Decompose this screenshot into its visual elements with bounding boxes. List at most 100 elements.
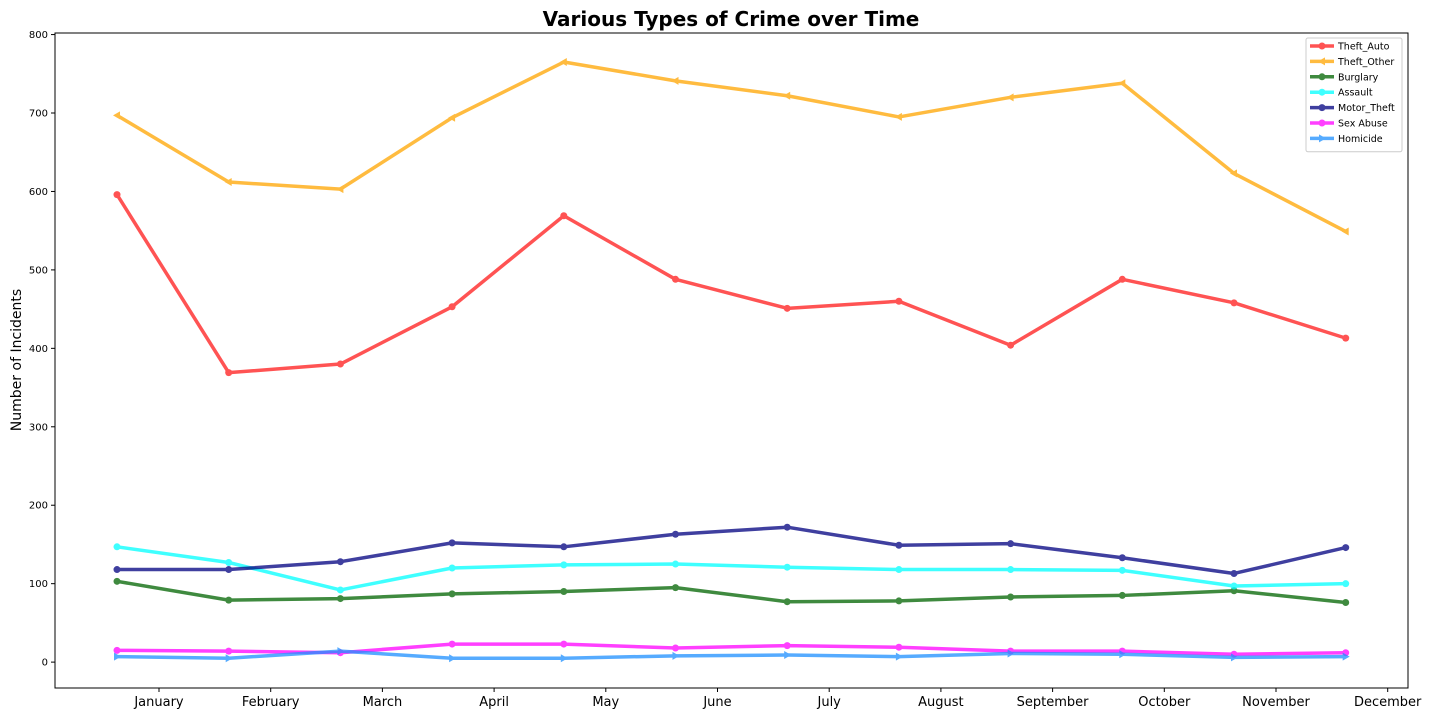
legend-swatch-homicide	[1310, 134, 1334, 143]
data-point-assault	[1342, 580, 1350, 588]
x-tick-label: June	[702, 695, 731, 710]
data-point-motor-theft	[448, 539, 456, 547]
legend-marker-burglary	[1318, 73, 1326, 81]
legend: Theft_Auto Theft_Other Burglary Assault Moto…	[1305, 37, 1403, 153]
y-tick-label: 500	[29, 265, 48, 276]
data-point-motor-theft	[1230, 569, 1238, 577]
data-point-theft-other	[1230, 169, 1237, 178]
legend-item-motor-theft: Motor_Theft	[1310, 103, 1395, 114]
legend-label-burglary: Burglary	[1338, 72, 1379, 83]
data-point-assault	[1007, 566, 1015, 574]
legend-swatch-burglary	[1310, 73, 1334, 81]
data-point-motor-theft	[560, 543, 568, 551]
legend-item-theft-auto: Theft_Auto	[1310, 42, 1390, 53]
data-point-theft-other	[224, 178, 232, 187]
data-point-sex-abuse	[225, 647, 233, 655]
data-point-assault	[560, 561, 568, 569]
data-point-sex-abuse	[113, 646, 121, 654]
data-point-theft-auto	[1342, 334, 1350, 342]
data-point-motor-theft	[225, 566, 233, 574]
y-tick-label: 300	[29, 422, 48, 433]
data-point-theft-auto	[1007, 341, 1015, 349]
y-axis-label: Number of Incidents	[9, 289, 25, 431]
y-tick-label: 700	[29, 109, 48, 120]
data-point-assault	[1230, 582, 1238, 590]
data-point-assault	[448, 564, 456, 572]
x-tick-label: February	[242, 695, 300, 710]
data-point-sex-abuse	[672, 644, 679, 652]
legend-item-theft-other: Theft_Other	[1310, 57, 1394, 68]
data-point-burglary	[895, 597, 903, 605]
x-tick-label: December	[1354, 695, 1422, 710]
legend-item-sex-abuse: Sex Abuse	[1310, 119, 1388, 130]
series-motor-theft	[113, 523, 1350, 577]
data-point-assault	[672, 560, 679, 568]
legend-marker-theft-auto	[1318, 42, 1326, 50]
x-tick-label: July	[817, 695, 842, 710]
data-point-motor-theft	[1342, 544, 1350, 552]
data-point-burglary	[1118, 591, 1126, 599]
legend-label-theft-auto: Theft_Auto	[1337, 42, 1390, 53]
legend-label-sex-abuse: Sex Abuse	[1338, 119, 1388, 130]
data-point-theft-other	[113, 111, 120, 120]
y-tick-label: 600	[29, 187, 48, 198]
y-tick-label: 400	[29, 344, 48, 355]
data-point-theft-auto	[783, 304, 791, 312]
data-point-burglary	[783, 598, 791, 606]
series-line-theft-other	[116, 60, 1347, 234]
data-point-sex-abuse	[895, 643, 903, 651]
legend-label-theft-other: Theft_Other	[1337, 57, 1394, 68]
data-point-theft-other	[448, 113, 456, 122]
data-point-assault	[895, 566, 903, 574]
chart-title: Various Types of Crime over Time	[543, 7, 920, 31]
data-point-homicide	[225, 654, 233, 663]
x-tick-label: September	[1017, 695, 1090, 710]
data-point-burglary	[1342, 598, 1350, 606]
legend-label-homicide: Homicide	[1338, 134, 1383, 145]
data-point-theft-auto	[672, 275, 679, 283]
legend-item-homicide: Homicide	[1310, 134, 1383, 145]
data-point-assault	[783, 563, 791, 571]
data-point-burglary	[560, 588, 568, 596]
data-point-assault	[336, 586, 344, 594]
data-point-homicide	[1007, 649, 1015, 658]
data-point-burglary	[225, 596, 233, 604]
data-point-burglary	[448, 590, 456, 598]
data-point-motor-theft	[336, 558, 344, 566]
series-line-theft-auto	[115, 193, 1347, 375]
data-point-theft-other	[336, 185, 344, 194]
series-theft-auto	[113, 191, 1350, 377]
data-point-homicide	[895, 652, 903, 661]
data-point-motor-theft	[1118, 554, 1126, 562]
data-point-homicide	[1231, 653, 1238, 662]
data-point-burglary	[113, 577, 121, 585]
data-point-theft-auto	[113, 191, 121, 199]
legend-marker-motor-theft	[1318, 104, 1326, 112]
x-tick-label: October	[1138, 695, 1191, 710]
y-tick-label: 100	[29, 579, 48, 590]
legend-marker-assault	[1318, 88, 1326, 96]
data-point-homicide	[672, 651, 680, 660]
legend-item-assault: Assault	[1310, 88, 1373, 99]
x-tick-label: April	[479, 695, 509, 710]
data-point-homicide	[1119, 650, 1127, 659]
data-point-homicide	[337, 647, 345, 656]
series-line-motor-theft	[117, 525, 1347, 576]
data-point-assault	[225, 558, 233, 566]
data-point-motor-theft	[895, 541, 903, 549]
data-point-sex-abuse	[448, 640, 456, 648]
data-point-theft-other	[1341, 227, 1349, 236]
data-point-theft-auto	[560, 212, 568, 220]
legend-item-burglary: Burglary	[1310, 72, 1379, 83]
data-point-theft-auto	[336, 360, 344, 368]
data-point-theft-other	[894, 112, 902, 121]
legend-swatch-sex-abuse	[1310, 119, 1334, 127]
legend-label-motor-theft: Motor_Theft	[1338, 103, 1395, 114]
data-point-sex-abuse	[560, 640, 568, 648]
data-point-burglary	[1007, 593, 1015, 601]
x-tick-label: March	[363, 695, 403, 710]
data-point-theft-other	[559, 58, 567, 67]
legend-marker-sex-abuse	[1318, 119, 1326, 127]
